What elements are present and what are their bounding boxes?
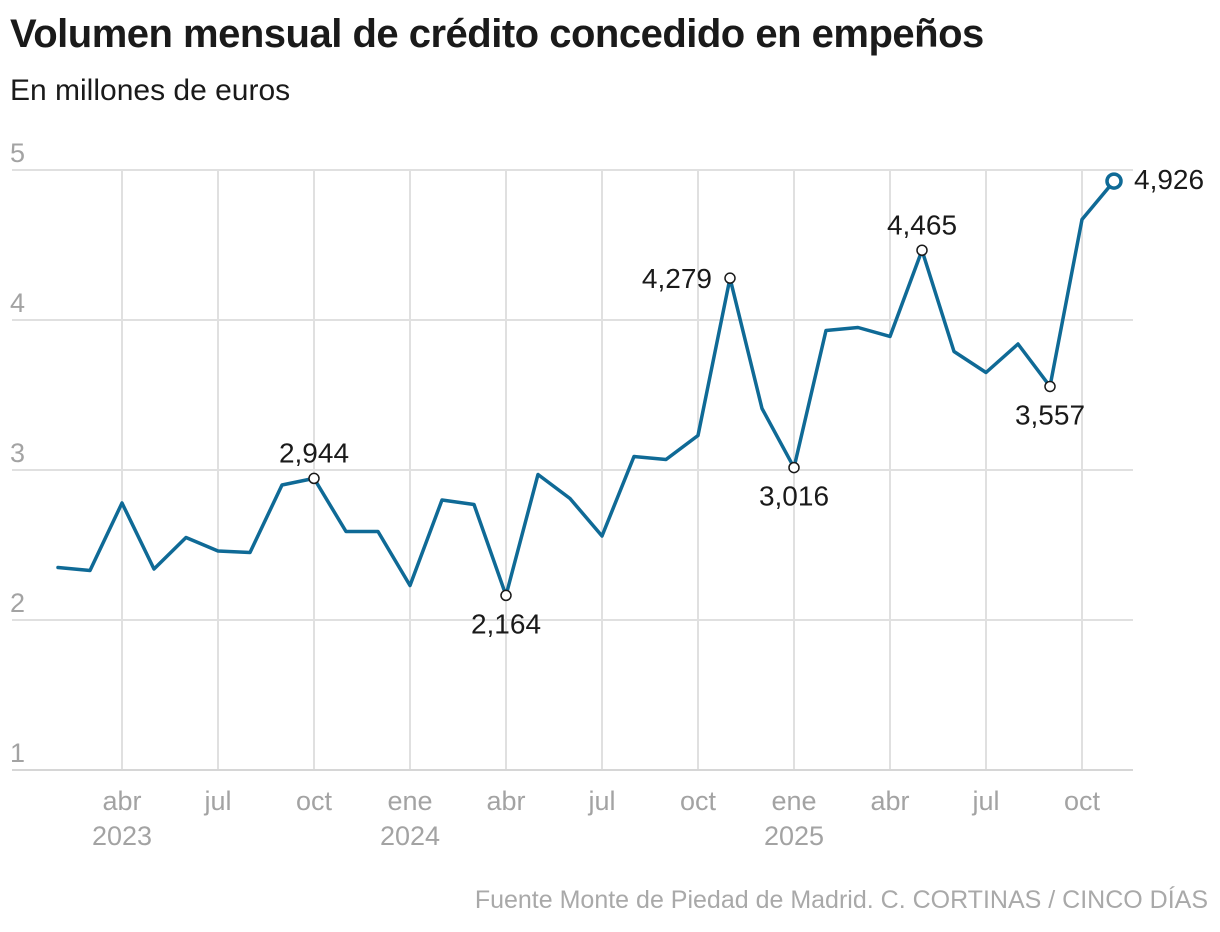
annotated-point-marker [500,589,512,602]
y-tick-label: 2 [10,588,25,618]
data-label: 3,016 [759,481,829,512]
highlight-point-marker [1105,172,1123,190]
x-tick-label: jul [971,786,999,816]
data-label: 4,465 [887,209,957,240]
chart-title: Volumen mensual de crédito concedido en … [10,12,984,56]
x-tick-label: abr [102,786,141,816]
x-tick-label: abr [870,786,909,816]
x-tick-label: jul [203,786,231,816]
source-credit: Fuente Monte de Piedad de Madrid. C. COR… [474,886,1208,914]
x-tick-label: oct [296,786,333,816]
data-label: 4,279 [642,263,712,294]
annotated-point-marker [308,472,320,485]
data-label: 2,164 [471,608,541,639]
data-label: 2,944 [279,437,349,468]
annotated-point-marker [1044,380,1056,393]
data-label: 4,926 [1134,164,1204,195]
x-year-label: 2024 [380,821,440,851]
x-tick-label: ene [771,786,816,816]
x-year-label: 2023 [92,821,152,851]
y-tick-label: 1 [10,738,25,768]
chart-subtitle: En millones de euros [10,74,291,107]
y-tick-label: 3 [10,438,25,468]
x-tick-label: oct [680,786,717,816]
y-tick-label: 4 [10,288,25,318]
line-chart: 1 2 3 4 5 abr 2023 jul oct ene 2024 abr jul oct ene 202… [10,138,1204,851]
data-label: 3,557 [1015,399,1085,430]
x-tick-label: ene [387,786,432,816]
x-year-label: 2025 [764,821,824,851]
x-tick-label: abr [486,786,525,816]
annotated-point-marker [788,461,800,474]
series-line [56,179,1116,598]
x-tick-label: oct [1064,786,1101,816]
x-tick-label: jul [587,786,615,816]
y-tick-label: 5 [10,138,25,168]
annotated-point-marker [916,244,928,256]
annotated-point-marker [724,272,736,284]
